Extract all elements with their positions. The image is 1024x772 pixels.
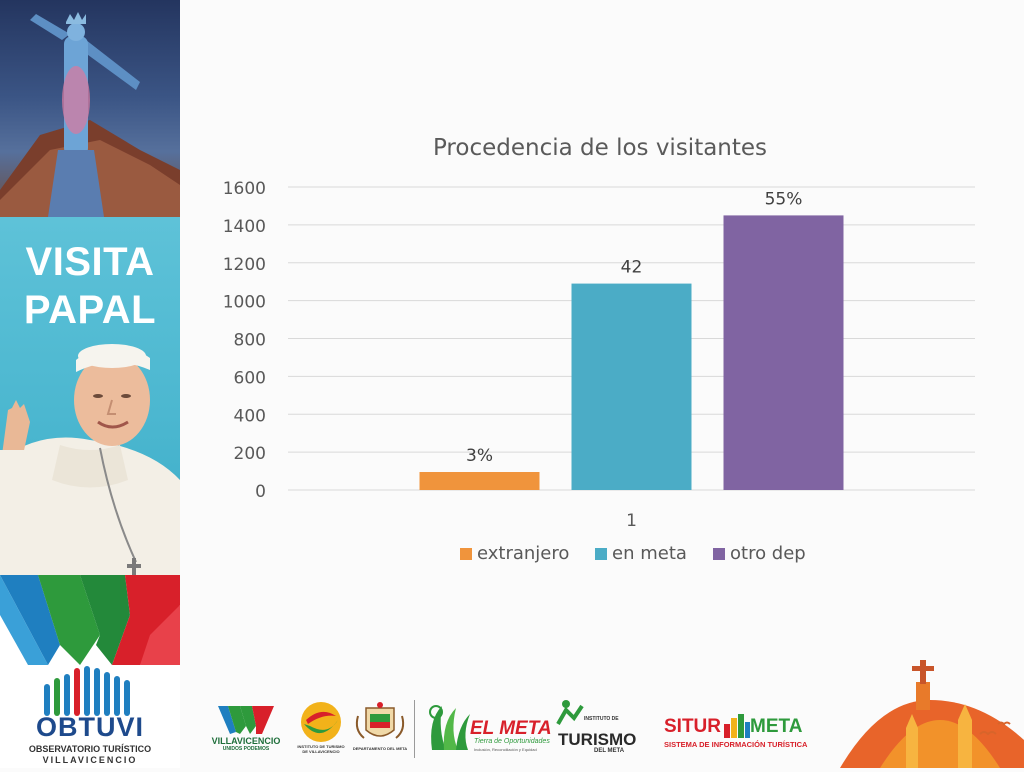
el-meta-tagline: Inclusión, Reconciliación y Equidad — [474, 747, 537, 752]
y-tick-label-600: 600 — [234, 368, 266, 388]
legend-swatch-extranjero — [460, 548, 472, 560]
instituto-emblem-icon — [301, 702, 341, 742]
legend-swatch-otro-dep — [713, 548, 725, 560]
el-meta-logo: EL META Tierra de Oportunidades Inclusió… — [424, 700, 552, 758]
obtuvi-name: OBTUVI — [35, 712, 144, 742]
bar-en-meta — [571, 283, 692, 490]
villavicencio-w-logo — [0, 575, 180, 665]
footer-divider — [414, 700, 415, 758]
departamento-logo-text: DEPARTAMENTO DEL META — [352, 746, 408, 751]
situr-meta-text: META — [750, 716, 803, 737]
villavicencio-logo: VILLAVICENCIO UNIDOS PODEMOS — [206, 704, 286, 754]
pope-photo — [0, 330, 180, 590]
el-meta-slogan: Tierra de Oportunidades — [474, 738, 550, 745]
data-label-extranjero: 3% — [466, 446, 493, 466]
chart-title: Procedencia de los visitantes — [432, 135, 768, 161]
data-label-en-meta: 42 — [621, 258, 643, 278]
instituto-logo-text: INSTITUTO DE TURISMO DE VILLAVICENCIO — [297, 744, 345, 754]
y-tick-label-400: 400 — [234, 406, 266, 426]
y-tick-label-800: 800 — [234, 331, 266, 351]
legend-label-en-meta: en meta — [612, 543, 687, 564]
departamento-shield-icon — [355, 702, 405, 739]
legend-label-extranjero: extranjero — [477, 543, 569, 564]
obtuvi-bars-icon — [40, 662, 140, 716]
situr-subtitle: SISTEMA DE INFORMACIÓN TURÍSTICA — [664, 740, 808, 749]
data-label-otro-dep: 55% — [765, 189, 803, 209]
obtuvi-subtitle: OBSERVATORIO TURÍSTICO — [28, 744, 152, 754]
y-tick-label-1600: 1600 — [223, 179, 266, 199]
banner-title-line1: VISITA — [25, 240, 155, 284]
turismo-instituto-text: INSTITUTO DE — [584, 716, 619, 722]
cathedral-illustration — [820, 650, 1024, 768]
el-meta-swirl-icon — [429, 705, 470, 750]
y-tick-label-1400: 1400 — [223, 217, 266, 237]
instituto-turismo-villavicencio-logo: INSTITUTO DE TURISMO DE VILLAVICENCIO — [296, 700, 346, 756]
legend-swatch-en-meta — [595, 548, 607, 560]
procedencia-bar-chart: 0 200 400 600 800 1000 1200 1400 1600 3% 42 55% 1 ext… — [223, 179, 975, 564]
turismo-person-icon — [556, 700, 584, 725]
bar-extranjero — [419, 472, 540, 490]
y-tick-label-200: 200 — [234, 444, 266, 464]
x-tick-label: 1 — [626, 511, 637, 531]
turismo-del-meta-logo: INSTITUTO DE TURISMO DEL META — [556, 698, 636, 760]
visita-papal-banner: VISITA PAPAL — [0, 0, 180, 768]
villavicencio-w-icon — [218, 706, 274, 734]
el-meta-text: EL META — [470, 718, 552, 739]
turismo-text: TURISMO — [558, 730, 637, 749]
banner-title-line2: PAPAL — [23, 288, 157, 332]
y-tick-label-1000: 1000 — [223, 293, 266, 313]
villavicencio-logo-text: VILLAVICENCIO — [211, 736, 281, 746]
situr-meta-logo: SITUR META SISTEMA DE INFORMACIÓN TURÍST… — [664, 710, 810, 758]
situr-text: SITUR — [664, 716, 721, 737]
situr-bars-icon — [724, 714, 750, 738]
y-tick-label-1200: 1200 — [223, 255, 266, 275]
obtuvi-city: VILLAVICENCIO — [42, 755, 138, 765]
turismo-del-meta-text: DEL META — [594, 748, 625, 754]
villavicencio-logo-sub: UNIDOS PODEMOS — [222, 746, 270, 752]
legend-label-otro-dep: otro dep — [730, 543, 806, 564]
visita-papal-title: VISITA PAPAL — [0, 238, 180, 334]
y-tick-label-0: 0 — [255, 482, 266, 502]
christ-statue-photo — [0, 0, 180, 217]
departamento-meta-logo: DEPARTAMENTO DEL META — [352, 700, 408, 756]
bar-otro-dep — [723, 215, 844, 490]
